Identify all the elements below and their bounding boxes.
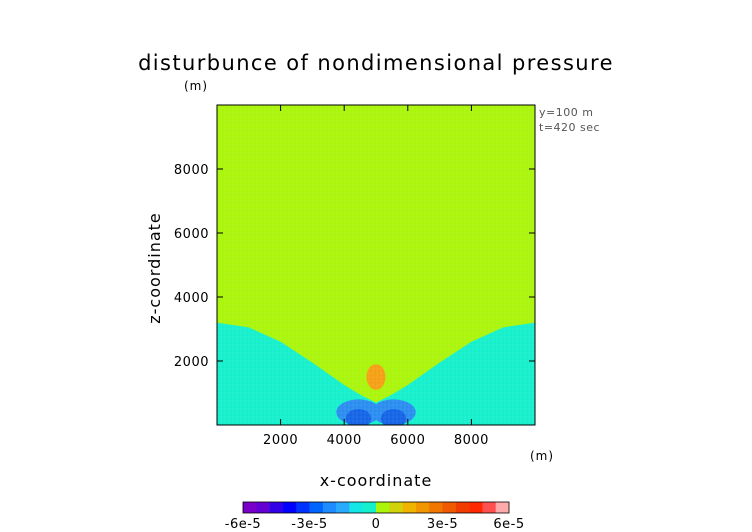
contour-negative-inner-0	[345, 409, 372, 425]
y-tick-labels: 2000 4000 6000 8000	[174, 163, 535, 370]
y-tick-label: 4000	[174, 291, 209, 306]
colorbar-level	[469, 502, 483, 513]
colorbar-level	[243, 502, 257, 513]
x-tick-label: 4000	[327, 433, 362, 448]
grid-texture	[217, 105, 535, 425]
x-axis-label: x-coordinate	[320, 471, 433, 490]
colorbar-level	[322, 502, 337, 513]
colorbar-level	[256, 502, 270, 513]
plot-frame	[216, 104, 536, 426]
colorbar-level	[376, 502, 390, 513]
plot-area	[216, 104, 536, 426]
colorbar-level	[362, 502, 377, 513]
contour-lower-field	[217, 322, 535, 425]
colorbar-tick-label: 6e-5	[493, 517, 524, 532]
colorbar-level	[402, 502, 417, 513]
annotation-t: t=420 sec	[539, 121, 600, 134]
contour-fills	[217, 105, 535, 425]
x-tick-labels: 2000 4000 6000 8000	[263, 105, 489, 448]
colorbar-level	[282, 502, 297, 513]
colorbar-tick-label: 0	[372, 517, 381, 532]
colorbar-level	[349, 502, 363, 513]
colorbar-tick-label: 3e-5	[427, 517, 458, 532]
contour-negative-inner-1	[380, 409, 407, 425]
x-tick-label: 2000	[263, 433, 298, 448]
colorbar-level	[442, 502, 457, 513]
colorbar-level	[455, 502, 470, 513]
x-unit-label: (m)	[530, 449, 554, 463]
colorbar-level	[296, 502, 310, 513]
colorbar-level	[415, 502, 430, 513]
colorbar-frame	[242, 501, 510, 514]
colorbar-tick-label: -3e-5	[291, 517, 327, 532]
colorbar-tick-labels: -6e-5 -3e-5 0 3e-5 6e-5	[225, 517, 524, 532]
colorbar-level	[336, 502, 350, 513]
colorbar-level	[429, 502, 443, 513]
y-tick-label: 6000	[174, 227, 209, 242]
colorbar-level	[309, 502, 324, 513]
colorbar-level	[269, 502, 284, 513]
y-axis-label: z-coordinate	[145, 212, 164, 324]
x-tick-label: 8000	[454, 433, 489, 448]
chart-title: disturbunce of nondimensional pressure	[138, 51, 614, 75]
colorbar-tick-label: -6e-5	[225, 517, 261, 532]
y-unit-label: (m)	[184, 79, 208, 93]
contour-positive-cell	[366, 364, 386, 390]
x-tick-label: 6000	[390, 433, 425, 448]
colorbar	[242, 501, 510, 514]
annotation-y: y=100 m	[539, 106, 593, 119]
y-tick-label: 8000	[174, 163, 209, 178]
colorbar-level	[389, 502, 403, 513]
colorbar-level	[495, 502, 510, 513]
y-tick-label: 2000	[174, 355, 209, 370]
colorbar-level	[482, 502, 496, 513]
